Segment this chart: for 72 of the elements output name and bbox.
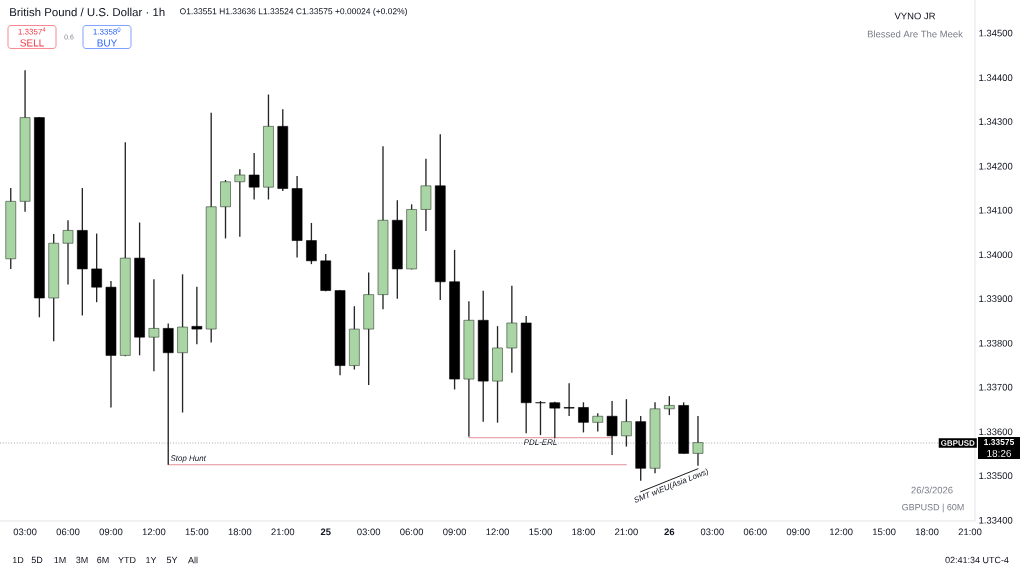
x-tick-label: 18:00 — [915, 528, 939, 536]
x-tick-label: 15:00 — [872, 528, 896, 536]
x-tick-label: 03:00 — [700, 528, 724, 536]
text: 6M — [97, 556, 109, 564]
annotation: VYNO JR — [894, 12, 936, 20]
annotation: SELL — [20, 39, 44, 47]
text: 3M — [76, 556, 88, 564]
x-tick-label: 06:00 — [56, 528, 80, 536]
candlestick — [62, 219, 74, 286]
text: 5D — [31, 556, 43, 564]
text: 1.33575 — [984, 439, 1015, 446]
y-tick-label: 1.33700 — [979, 383, 1013, 391]
x-tick-label: 21:00 — [271, 528, 295, 536]
y-tick-label: 1.34200 — [979, 162, 1013, 170]
text: 5Y — [166, 556, 178, 564]
candlestick — [592, 412, 604, 433]
y-tick-label: 1.33400 — [979, 516, 1013, 524]
x-tick-label: 12:00 — [142, 528, 166, 536]
y-tick-label: 1.34300 — [979, 118, 1013, 125]
text: 1D — [12, 556, 24, 564]
x-tick-label: 03:00 — [357, 528, 381, 536]
candlestick — [234, 168, 246, 238]
text: British Pound / U.S. Dollar · 1h — [10, 7, 165, 17]
x-tick-label: 09:00 — [786, 528, 810, 536]
candlestick — [306, 222, 317, 265]
y-tick-label: 1.34500 — [979, 29, 1013, 37]
y-tick-label: 1.33500 — [979, 472, 1013, 480]
text: O1.33551 H1.33636 L1.33524 C1.33575 +0.00024 (+0.02%) — [180, 8, 407, 16]
text: 18:26 — [987, 449, 1012, 457]
text: 1Y — [146, 556, 157, 564]
candlestick — [563, 382, 575, 417]
text: All — [188, 556, 198, 564]
x-tick-label: 12:00 — [486, 528, 509, 536]
annotation: 26/3/2026 — [911, 486, 953, 494]
x-tick-label: 09:00 — [443, 528, 467, 536]
candlestick — [692, 415, 704, 467]
x-tick-label: 21:00 — [615, 528, 638, 536]
x-tick-label: 06:00 — [743, 528, 767, 536]
x-tick-label: 03:00 — [13, 528, 37, 536]
x-tick-label: 18:00 — [228, 528, 252, 536]
annotation: Blessed Are The Meek — [867, 30, 963, 38]
x-tick-label: 25 — [320, 528, 331, 536]
x-tick-label: 15:00 — [529, 528, 552, 536]
x-tick-label: 18:00 — [572, 528, 595, 536]
text: 1M — [54, 556, 66, 564]
x-tick-label: 09:00 — [99, 528, 123, 536]
x-tick-label: 26 — [664, 528, 675, 536]
x-tick-label: 21:00 — [958, 528, 982, 536]
x-tick-label: 15:00 — [185, 528, 209, 536]
y-tick-label: 1.34100 — [979, 206, 1013, 214]
text: 02:41:34 UTC-4 — [945, 556, 1009, 564]
candlestick — [91, 232, 102, 303]
y-tick-label: 1.33600 — [979, 428, 1013, 436]
candlestick — [191, 286, 203, 345]
x-tick-label: 12:00 — [830, 528, 853, 536]
annotation: GBPUSD | 60M — [902, 503, 964, 513]
y-tick-label: 1.34000 — [979, 251, 1013, 259]
candlestick — [664, 395, 675, 416]
annotation: BUY — [97, 39, 118, 47]
y-tick-label: 1.33900 — [979, 295, 1013, 303]
y-tick-label: 1.34400 — [979, 74, 1013, 82]
x-tick-label: 06:00 — [400, 528, 424, 536]
candlestick — [535, 400, 546, 436]
candlestick — [248, 152, 260, 201]
candlestick — [549, 401, 561, 439]
y-tick-label: 1.33800 — [979, 339, 1013, 347]
text: YTD — [118, 556, 136, 564]
candlestick — [578, 401, 589, 434]
candlestick — [621, 398, 632, 448]
candlestick — [606, 400, 618, 456]
candlestick — [420, 158, 432, 232]
candlestick — [148, 278, 160, 372]
